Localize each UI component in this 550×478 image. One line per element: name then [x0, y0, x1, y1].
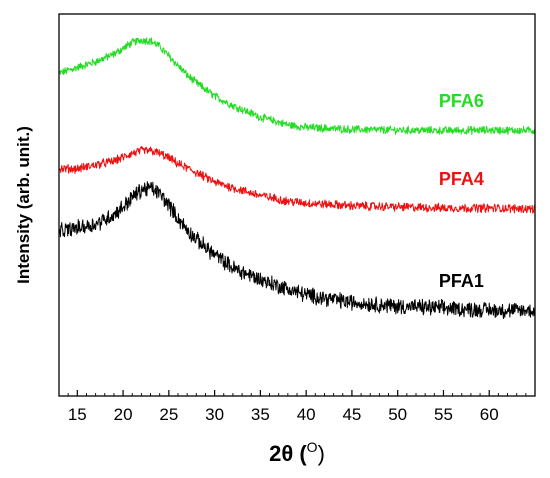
series-label-pfa4: PFA4 — [439, 169, 484, 189]
x-axis-title-end: ) — [318, 441, 325, 466]
series-pfa6-line — [58, 37, 536, 135]
x-tick-label-45: 45 — [342, 405, 361, 424]
x-axis-title: 2θ (O) — [269, 439, 325, 466]
x-tick-label-20: 20 — [114, 405, 133, 424]
series-pfa1-line — [58, 181, 536, 320]
y-axis-title: Intensity (arb. unit.) — [14, 126, 33, 284]
x-axis-ticks: 15 20 25 30 35 40 45 50 55 60 — [67, 390, 527, 424]
x-tick-label-60: 60 — [480, 405, 499, 424]
x-tick-label-15: 15 — [68, 405, 87, 424]
series-label-pfa6: PFA6 — [439, 91, 484, 111]
series-label-pfa1: PFA1 — [439, 271, 484, 291]
x-tick-label-40: 40 — [297, 405, 316, 424]
x-axis-title-superscript: O — [307, 439, 318, 455]
x-tick-label-30: 30 — [205, 405, 224, 424]
x-tick-label-35: 35 — [251, 405, 270, 424]
x-tick-label-55: 55 — [434, 405, 453, 424]
series-pfa4-line — [58, 145, 536, 214]
x-tick-label-50: 50 — [388, 405, 407, 424]
series-layer — [58, 37, 536, 320]
series-labels: PFA6 PFA4 PFA1 — [439, 91, 484, 291]
x-axis-title-main: 2θ ( — [269, 441, 307, 466]
x-tick-label-25: 25 — [159, 405, 178, 424]
